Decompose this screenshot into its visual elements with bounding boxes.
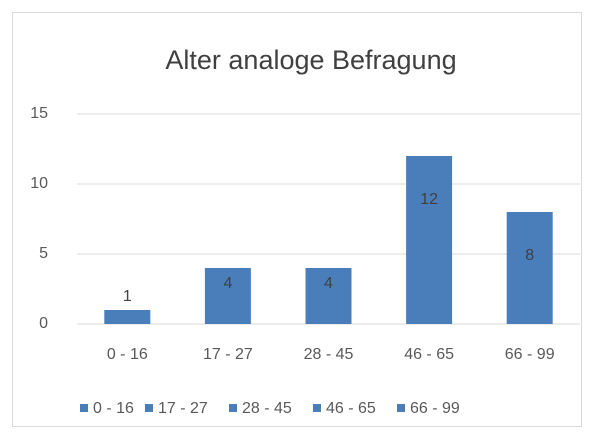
y-tick-label: 0 (39, 315, 48, 332)
data-label: 4 (324, 275, 333, 292)
y-tick-label: 10 (30, 175, 48, 192)
legend-swatch (397, 404, 405, 412)
legend-label: 17 - 27 (158, 400, 208, 417)
legend-label: 46 - 65 (326, 400, 376, 417)
y-tick-label: 5 (39, 245, 48, 262)
data-label: 4 (223, 275, 232, 292)
data-label: 12 (420, 191, 438, 208)
bar (204, 268, 251, 324)
legend-label: 0 - 16 (93, 400, 134, 417)
legend-label: 66 - 99 (410, 400, 460, 417)
x-tick-label: 46 - 65 (404, 346, 454, 363)
data-label: 1 (123, 288, 132, 305)
x-tick-label: 66 - 99 (505, 346, 555, 363)
legend-label: 28 - 45 (242, 400, 292, 417)
chart-border (12, 12, 582, 427)
bar (506, 212, 553, 324)
legend-swatch (145, 404, 153, 412)
legend-swatch (229, 404, 237, 412)
bar (305, 268, 352, 324)
x-tick-label: 17 - 27 (203, 346, 253, 363)
bar (104, 310, 151, 324)
x-tick-label: 0 - 16 (107, 346, 148, 363)
chart-title: Alter analoge Befragung (165, 45, 456, 75)
legend-swatch (80, 404, 88, 412)
data-label: 8 (525, 247, 534, 264)
legend-swatch (313, 404, 321, 412)
x-tick-label: 28 - 45 (304, 346, 354, 363)
y-tick-label: 15 (30, 105, 48, 122)
bar (406, 156, 453, 324)
